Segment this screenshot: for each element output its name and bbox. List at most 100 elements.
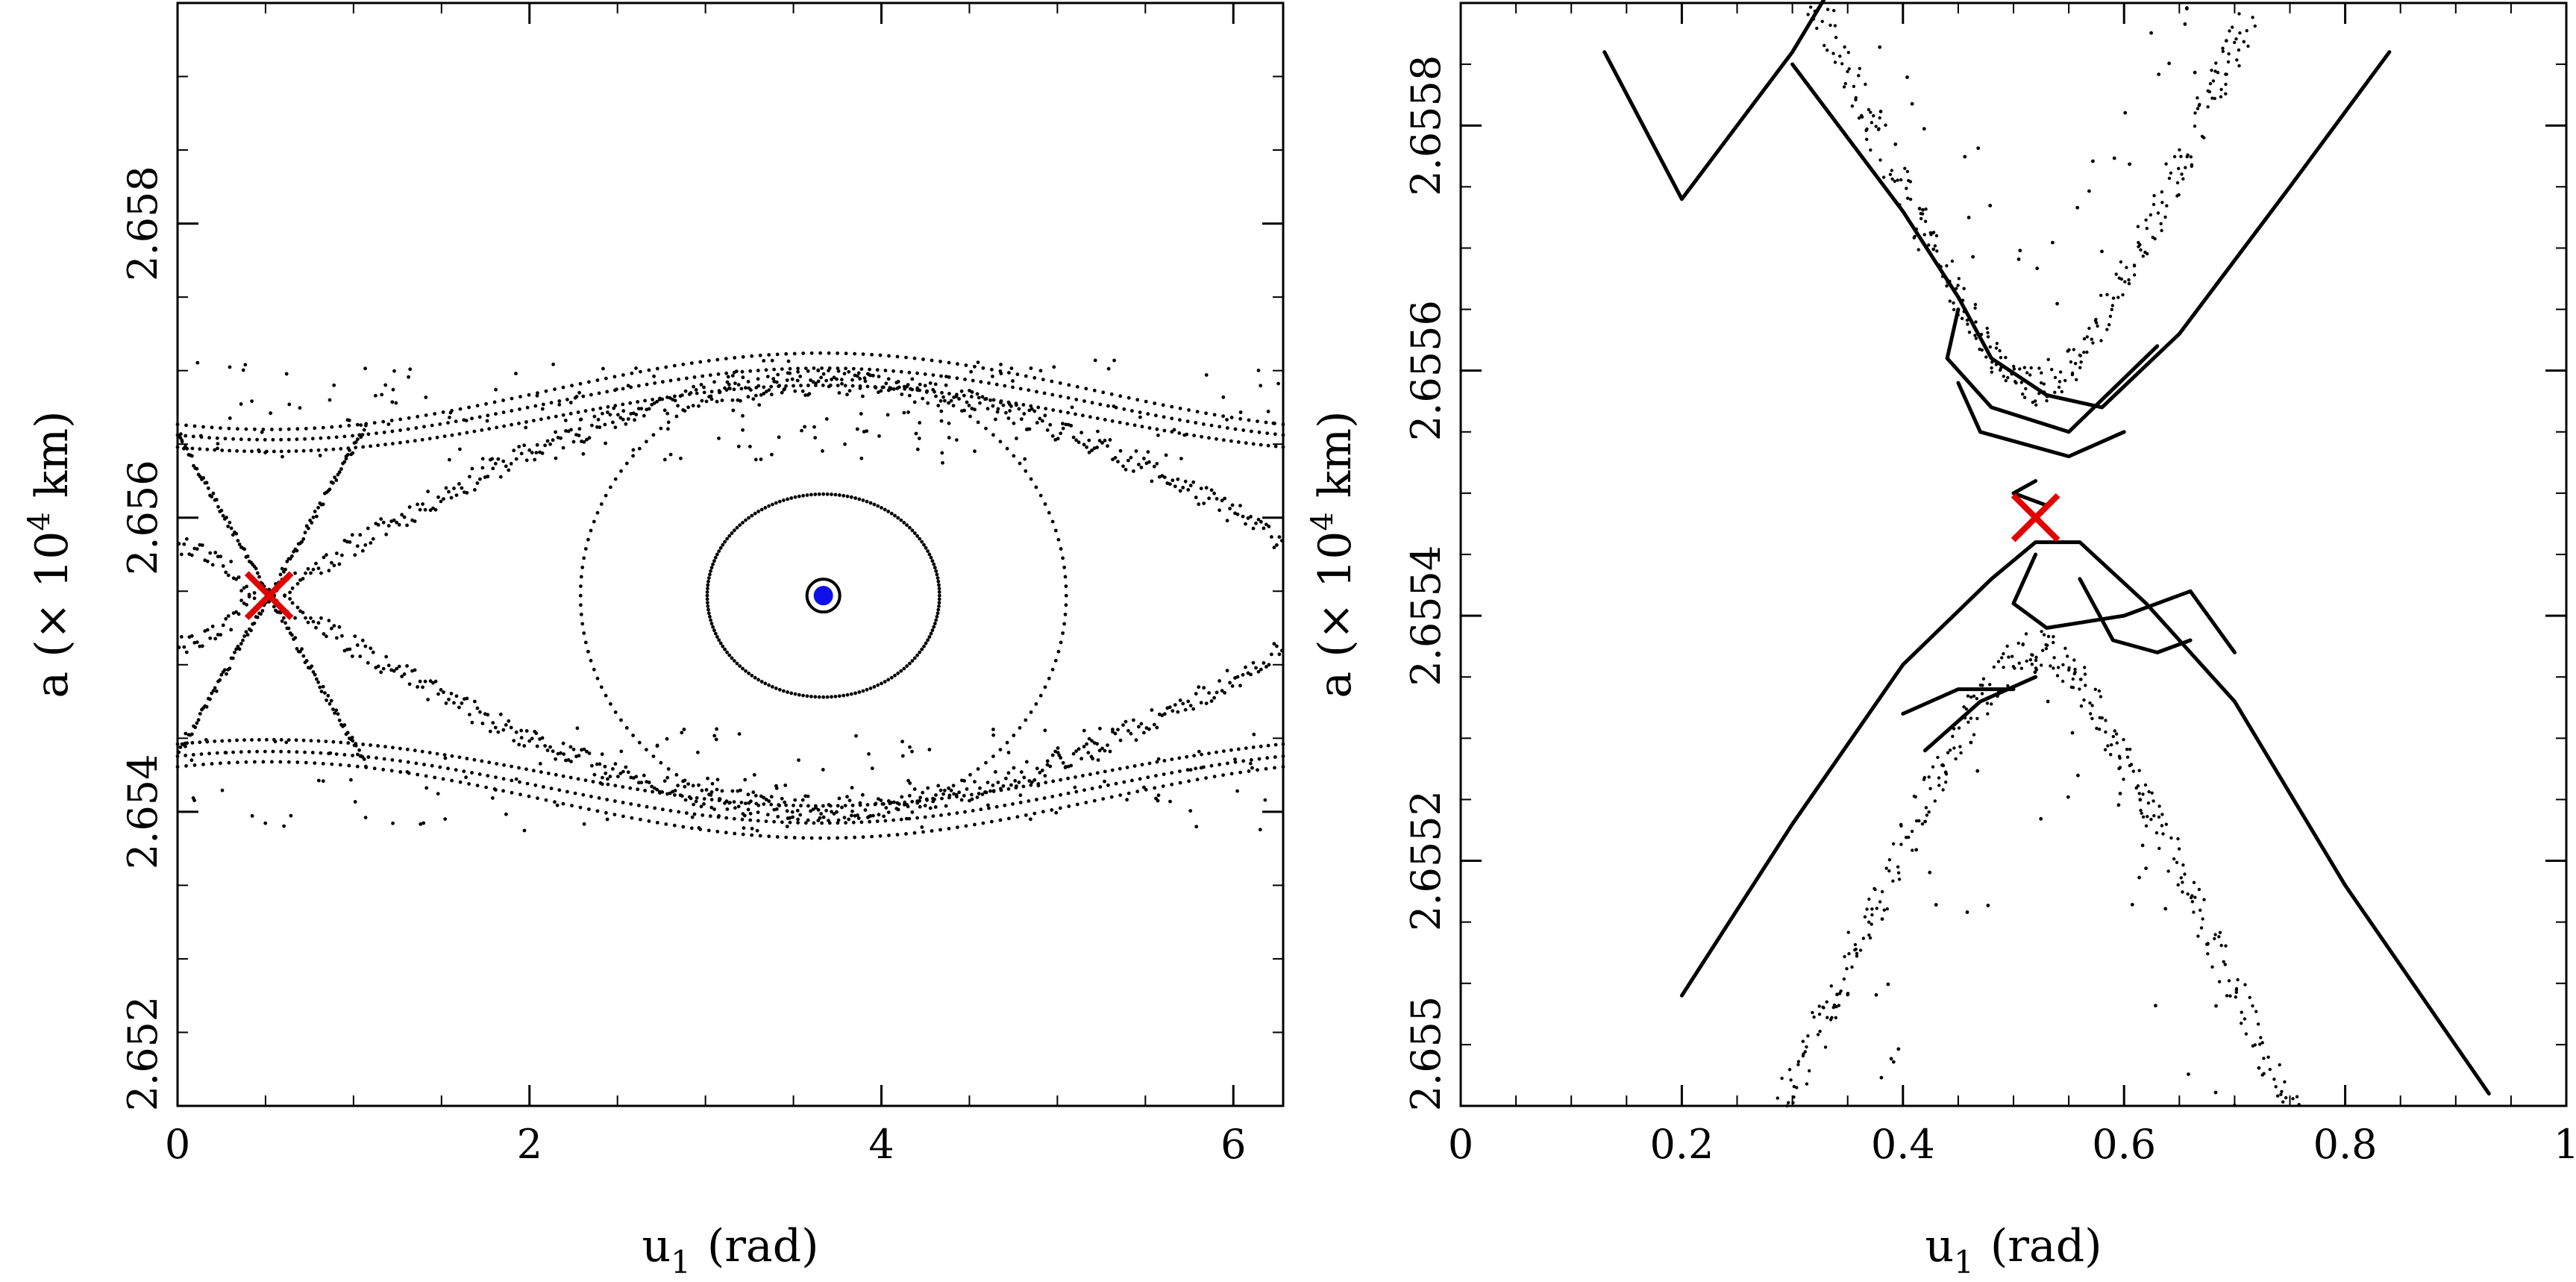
data-point	[1878, 110, 1883, 113]
data-point	[1122, 780, 1126, 784]
data-point	[806, 818, 810, 822]
data-point	[862, 376, 867, 381]
data-point	[1867, 933, 1871, 937]
data-point	[1018, 461, 1022, 466]
data-point	[600, 782, 604, 787]
data-point	[278, 428, 283, 431]
data-point	[487, 760, 492, 765]
data-point	[805, 493, 809, 497]
data-point	[298, 649, 302, 654]
data-point	[643, 789, 647, 792]
data-point	[1256, 369, 1261, 372]
data-point	[720, 398, 724, 402]
data-point	[2193, 111, 2197, 115]
trajectory-curve	[2011, 552, 2237, 654]
data-point	[443, 756, 448, 760]
data-point	[1168, 482, 1172, 487]
data-point	[184, 537, 189, 541]
data-point	[1825, 1000, 1828, 1004]
data-point	[651, 433, 656, 437]
data-point	[210, 563, 215, 567]
data-point	[1108, 438, 1112, 442]
data-point	[1126, 728, 1130, 733]
data-point	[270, 428, 274, 431]
orbit-points	[175, 351, 1285, 840]
data-point	[637, 740, 642, 745]
data-point	[402, 672, 407, 676]
data-point	[1850, 965, 1854, 969]
data-point	[830, 695, 833, 699]
data-point	[366, 526, 370, 531]
x-tick-label: 6	[1220, 1121, 1246, 1168]
data-point	[355, 764, 360, 769]
data-point	[1162, 415, 1166, 419]
data-point	[2145, 226, 2149, 231]
y-tick-label: 2.6556	[1403, 300, 1450, 441]
data-point	[970, 390, 974, 394]
data-point	[561, 385, 565, 390]
data-point	[1116, 460, 1120, 463]
data-point	[242, 601, 246, 605]
data-point	[741, 375, 745, 380]
data-point	[1150, 479, 1154, 484]
data-point	[2224, 944, 2228, 948]
data-point	[300, 540, 304, 544]
data-point	[1006, 416, 1011, 420]
data-point	[304, 427, 308, 431]
data-point	[933, 566, 937, 570]
data-point	[1870, 922, 1873, 926]
data-point	[967, 404, 971, 407]
data-point	[468, 713, 471, 716]
data-point	[730, 656, 734, 660]
data-point	[495, 425, 499, 430]
data-point	[405, 747, 410, 751]
data-point	[301, 610, 305, 615]
data-point	[672, 363, 677, 368]
data-point	[449, 692, 454, 695]
data-point	[806, 384, 810, 387]
data-point	[813, 493, 818, 496]
data-point	[494, 788, 498, 792]
data-point	[1140, 425, 1144, 429]
data-point	[295, 581, 300, 586]
data-point	[1045, 428, 1050, 432]
data-point	[1178, 698, 1182, 702]
data-point	[1186, 699, 1191, 704]
data-point	[639, 817, 642, 822]
data-point	[1200, 752, 1203, 757]
data-point	[1074, 398, 1079, 401]
data-point	[501, 398, 505, 402]
data-point	[284, 372, 289, 376]
data-point	[877, 813, 881, 817]
data-point	[821, 815, 826, 819]
data-point	[2140, 811, 2143, 816]
data-point	[2072, 348, 2075, 351]
data-point	[1051, 408, 1056, 412]
data-point	[1011, 379, 1015, 383]
data-point	[849, 692, 853, 696]
data-point	[416, 772, 420, 777]
data-point	[767, 799, 771, 804]
data-point	[1834, 36, 1838, 40]
data-point	[1986, 335, 1990, 339]
data-point	[221, 564, 225, 568]
data-point	[740, 369, 745, 374]
data-point	[1246, 516, 1250, 520]
data-point	[1063, 613, 1068, 616]
data-point	[2297, 1103, 2301, 1107]
data-point	[2024, 387, 2028, 391]
data-point	[298, 609, 302, 613]
data-point	[241, 638, 245, 642]
data-point	[609, 702, 612, 706]
data-point	[1265, 756, 1270, 760]
data-point	[2213, 96, 2216, 101]
data-point	[888, 387, 892, 391]
data-point	[2227, 52, 2231, 56]
data-point	[816, 379, 821, 384]
data-point	[1985, 701, 1990, 705]
data-point	[470, 466, 474, 471]
data-point	[2136, 784, 2140, 788]
data-point	[1204, 373, 1209, 377]
data-point	[1187, 408, 1191, 412]
data-point	[750, 833, 754, 837]
